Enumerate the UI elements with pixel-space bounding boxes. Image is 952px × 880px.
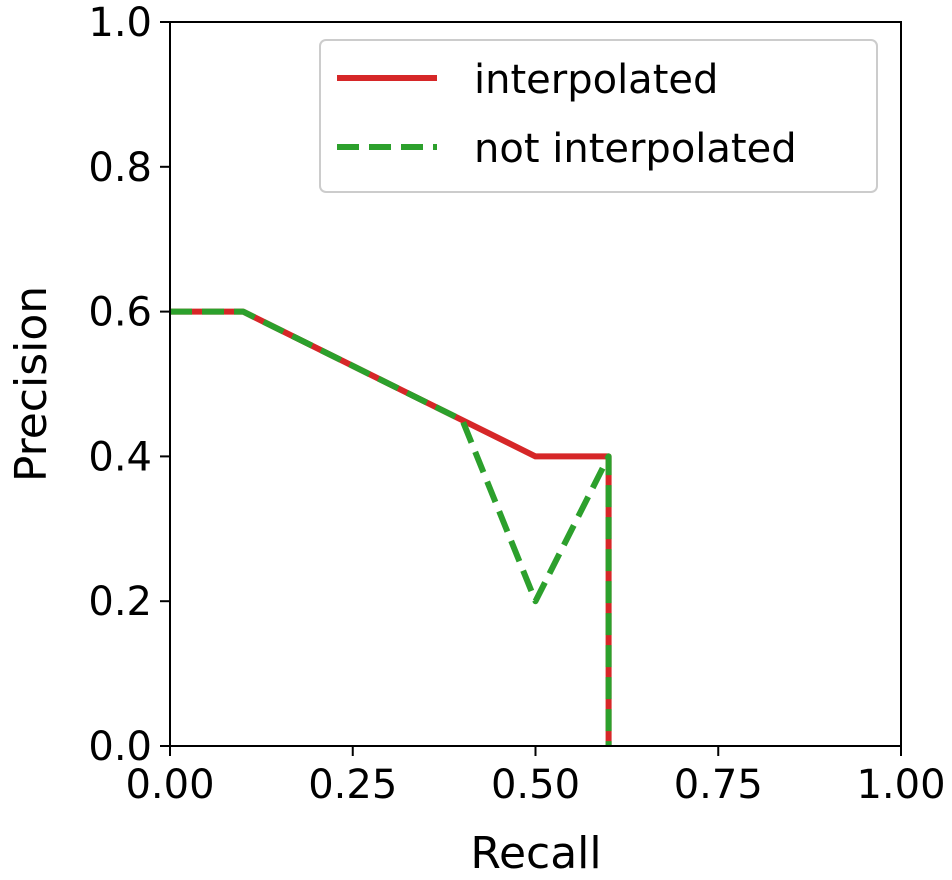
ticks-layer: 0.00 0.25 0.50 0.75 1.00 0.0 0.2 0.4 0.6 0.8 1.0 [88, 0, 945, 808]
x-tick-label: 0.25 [308, 762, 397, 808]
x-tick-label: 0.50 [491, 762, 580, 808]
y-tick-label: 0.0 [88, 724, 152, 770]
y-tick-label: 0.4 [88, 434, 152, 480]
series-line-interpolated [170, 308, 612, 746]
y-tick-label: 0.2 [88, 579, 152, 625]
legend-label-not-interpolated: not interpolated [474, 126, 797, 172]
legend: interpolated not interpolated [319, 39, 878, 193]
y-axis-label: Precision [6, 286, 57, 482]
legend-label-interpolated: interpolated [474, 57, 718, 103]
y-tick-label: 1.0 [88, 0, 152, 46]
legend-box [319, 39, 878, 193]
y-tick-label: 0.6 [88, 290, 152, 336]
x-axis-label: Recall [470, 828, 601, 879]
series-layer [170, 308, 612, 746]
x-tick-label: 0.75 [674, 762, 763, 808]
y-tick-label: 0.8 [88, 145, 152, 191]
x-tick-label: 1.00 [856, 762, 945, 808]
series-line-not-interpolated [170, 308, 612, 746]
x-tick-label: 0.00 [125, 762, 214, 808]
